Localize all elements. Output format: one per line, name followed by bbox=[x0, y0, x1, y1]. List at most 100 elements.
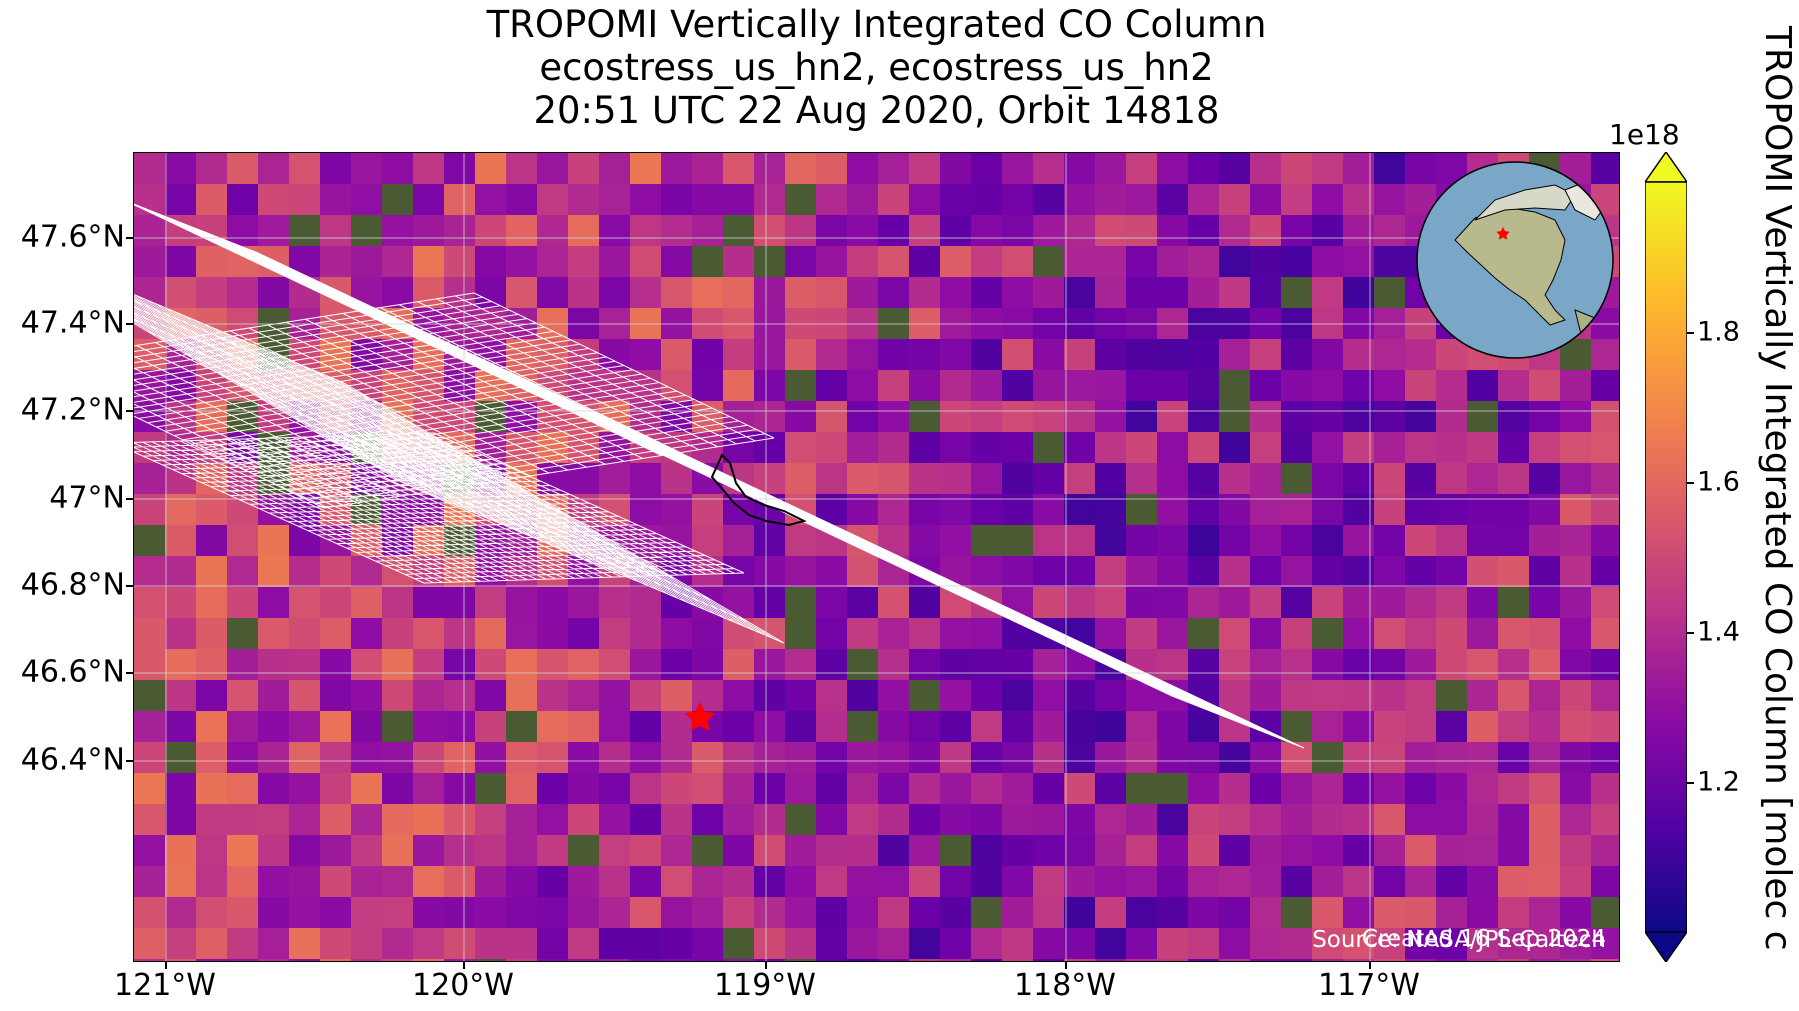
co-pixel bbox=[1095, 773, 1126, 804]
co-pixel bbox=[1002, 835, 1033, 866]
co-pixel bbox=[1033, 928, 1064, 959]
co-pixel bbox=[568, 277, 599, 308]
co-pixel bbox=[1591, 835, 1619, 866]
co-pixel bbox=[1033, 804, 1064, 835]
co-pixel bbox=[630, 773, 661, 804]
co-pixel bbox=[1436, 711, 1467, 742]
co-pixel bbox=[940, 432, 971, 463]
colorbar-min-extend bbox=[1645, 931, 1687, 962]
co-pixel bbox=[382, 866, 413, 897]
co-pixel bbox=[1374, 370, 1405, 401]
co-pixel bbox=[1033, 463, 1064, 494]
co-pixel bbox=[568, 184, 599, 215]
co-pixel bbox=[940, 339, 971, 370]
co-pixel bbox=[1250, 866, 1281, 897]
co-pixel bbox=[754, 153, 785, 184]
co-pixel bbox=[1343, 897, 1374, 928]
co-pixel bbox=[1064, 525, 1095, 556]
co-pixel bbox=[1467, 835, 1498, 866]
co-pixel bbox=[723, 711, 754, 742]
co-pixel bbox=[1374, 866, 1405, 897]
co-pixel bbox=[754, 804, 785, 835]
colorbar-tick-label: 1.8 bbox=[1697, 316, 1740, 348]
co-pixel bbox=[475, 866, 506, 897]
co-pixel bbox=[1250, 804, 1281, 835]
co-pixel bbox=[816, 153, 847, 184]
co-pixel bbox=[227, 804, 258, 835]
co-pixel bbox=[475, 153, 506, 184]
co-pixel bbox=[1281, 556, 1312, 587]
co-pixel bbox=[1405, 804, 1436, 835]
co-pixel bbox=[1188, 804, 1219, 835]
co-pixel bbox=[723, 246, 754, 277]
co-pixel bbox=[1002, 432, 1033, 463]
co-pixel bbox=[1312, 959, 1343, 961]
co-pixel bbox=[1529, 804, 1560, 835]
co-pixel bbox=[1002, 897, 1033, 928]
co-pixel bbox=[785, 246, 816, 277]
co-pixel bbox=[599, 742, 630, 773]
co-pixel bbox=[1343, 556, 1374, 587]
co-pixel bbox=[1095, 897, 1126, 928]
co-pixel bbox=[1064, 711, 1095, 742]
co-pixel bbox=[1343, 680, 1374, 711]
co-pixel bbox=[878, 277, 909, 308]
co-pixel bbox=[196, 742, 227, 773]
co-pixel bbox=[1095, 525, 1126, 556]
co-pixel bbox=[816, 246, 847, 277]
co-pixel bbox=[971, 866, 1002, 897]
co-pixel bbox=[258, 835, 289, 866]
co-pixel bbox=[506, 773, 537, 804]
co-pixel bbox=[878, 773, 909, 804]
co-pixel bbox=[1095, 680, 1126, 711]
co-pixel bbox=[289, 804, 320, 835]
map-canvas: Created 16 Sep 2024 bbox=[134, 153, 1619, 961]
co-pixel bbox=[1467, 742, 1498, 773]
co-pixel bbox=[599, 184, 630, 215]
co-pixel bbox=[785, 525, 816, 556]
co-pixel bbox=[289, 711, 320, 742]
co-pixel bbox=[1095, 401, 1126, 432]
co-pixel bbox=[785, 277, 816, 308]
co-pixel bbox=[165, 184, 196, 215]
co-pixel bbox=[382, 649, 413, 680]
co-pixel bbox=[444, 215, 475, 246]
co-pixel bbox=[1312, 897, 1343, 928]
co-pixel bbox=[537, 556, 568, 587]
co-pixel bbox=[382, 742, 413, 773]
co-pixel bbox=[1064, 339, 1095, 370]
co-pixel bbox=[1498, 525, 1529, 556]
co-pixel bbox=[692, 897, 723, 928]
co-pixel bbox=[847, 277, 878, 308]
co-pixel bbox=[1591, 153, 1619, 184]
co-pixel bbox=[1188, 339, 1219, 370]
co-pixel bbox=[1467, 463, 1498, 494]
co-pixel bbox=[630, 618, 661, 649]
co-pixel bbox=[320, 928, 351, 959]
co-pixel bbox=[1126, 525, 1157, 556]
co-pixel bbox=[506, 742, 537, 773]
co-pixel bbox=[1281, 742, 1312, 773]
co-pixel bbox=[568, 742, 599, 773]
co-pixel bbox=[227, 649, 258, 680]
co-pixel bbox=[1033, 184, 1064, 215]
co-pixel bbox=[1498, 742, 1529, 773]
co-pixel bbox=[785, 463, 816, 494]
co-pixel bbox=[1188, 277, 1219, 308]
co-pixel bbox=[909, 246, 940, 277]
co-pixel bbox=[599, 463, 630, 494]
co-pixel bbox=[1064, 370, 1095, 401]
co-pixel bbox=[816, 649, 847, 680]
co-pixel bbox=[1436, 339, 1467, 370]
co-pixel bbox=[1157, 246, 1188, 277]
co-pixel bbox=[1126, 184, 1157, 215]
co-pixel bbox=[227, 866, 258, 897]
co-pixel bbox=[537, 928, 568, 959]
co-pixel bbox=[816, 370, 847, 401]
co-pixel bbox=[1467, 866, 1498, 897]
co-pixel bbox=[1312, 556, 1343, 587]
co-pixel bbox=[444, 246, 475, 277]
co-pixel bbox=[1436, 649, 1467, 680]
co-pixel bbox=[444, 928, 475, 959]
co-pixel bbox=[1560, 525, 1591, 556]
